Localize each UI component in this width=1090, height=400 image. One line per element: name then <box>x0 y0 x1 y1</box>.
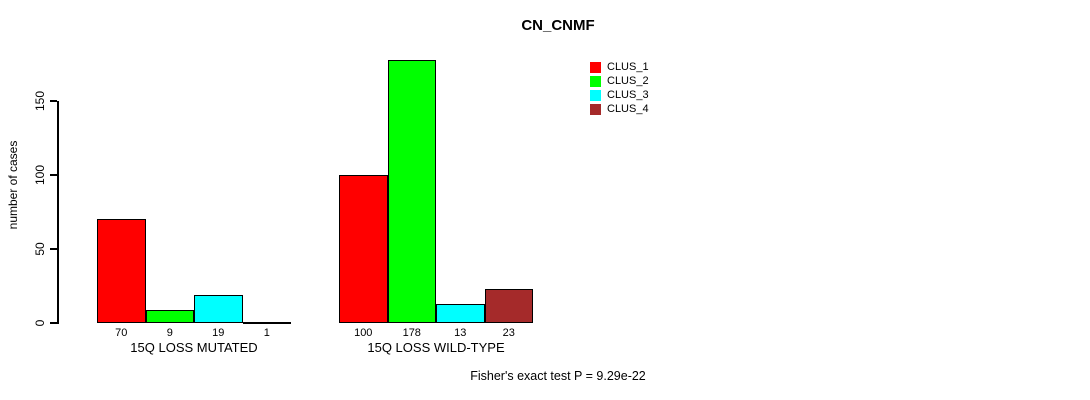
y-axis-line <box>57 101 59 324</box>
bar-clus_3-group2 <box>436 303 485 323</box>
legend-item-clus_4: CLUS_4 <box>590 104 649 115</box>
chart-title: CN_CNMF <box>521 17 595 34</box>
bar-clus_4-group1 <box>242 321 291 324</box>
y-tick-mark <box>50 174 57 176</box>
bar-clus_1-group2 <box>339 175 388 323</box>
legend-swatch-clus_2 <box>590 76 601 87</box>
legend-item-clus_3: CLUS_3 <box>590 90 649 101</box>
y-tick-mark <box>50 322 57 324</box>
legend-label: CLUS_4 <box>607 103 649 115</box>
bar-clus_1-group1 <box>97 219 146 323</box>
legend-swatch-clus_3 <box>590 90 601 101</box>
y-tick-mark <box>50 100 57 102</box>
bar-clus_3-group1 <box>194 294 243 323</box>
bar-value-label: 1 <box>263 327 270 339</box>
fisher-test-annotation: Fisher's exact test P = 9.29e-22 <box>470 369 646 383</box>
bar-value-label: 9 <box>166 327 173 339</box>
legend: CLUS_1 CLUS_2 CLUS_3 CLUS_4 <box>590 62 649 115</box>
group-label: 15Q LOSS MUTATED <box>130 340 258 355</box>
legend-swatch-clus_1 <box>590 62 601 73</box>
bar-value-label: 100 <box>354 327 373 339</box>
y-tick-label: 0 <box>33 319 47 327</box>
legend-item-clus_1: CLUS_1 <box>590 62 649 73</box>
bar-value-label: 19 <box>212 327 225 339</box>
bar-clus_4-group2 <box>484 288 533 323</box>
y-axis-label: number of cases <box>6 140 20 230</box>
y-tick-label: 100 <box>33 164 47 186</box>
legend-label: CLUS_1 <box>607 61 649 73</box>
bar-clus_2-group1 <box>145 309 194 323</box>
y-tick-mark <box>50 248 57 250</box>
y-tick-label: 150 <box>33 90 47 112</box>
legend-label: CLUS_3 <box>607 89 649 101</box>
bar-value-label: 13 <box>454 327 467 339</box>
legend-swatch-clus_4 <box>590 104 601 115</box>
bar-value-label: 178 <box>402 327 421 339</box>
bar-value-label: 70 <box>115 327 128 339</box>
bar-clus_2-group2 <box>387 59 436 323</box>
y-tick-label: 50 <box>33 242 47 256</box>
group-label: 15Q LOSS WILD-TYPE <box>367 340 505 355</box>
legend-label: CLUS_2 <box>607 75 649 87</box>
legend-item-clus_2: CLUS_2 <box>590 76 649 87</box>
bar-value-label: 23 <box>502 327 515 339</box>
